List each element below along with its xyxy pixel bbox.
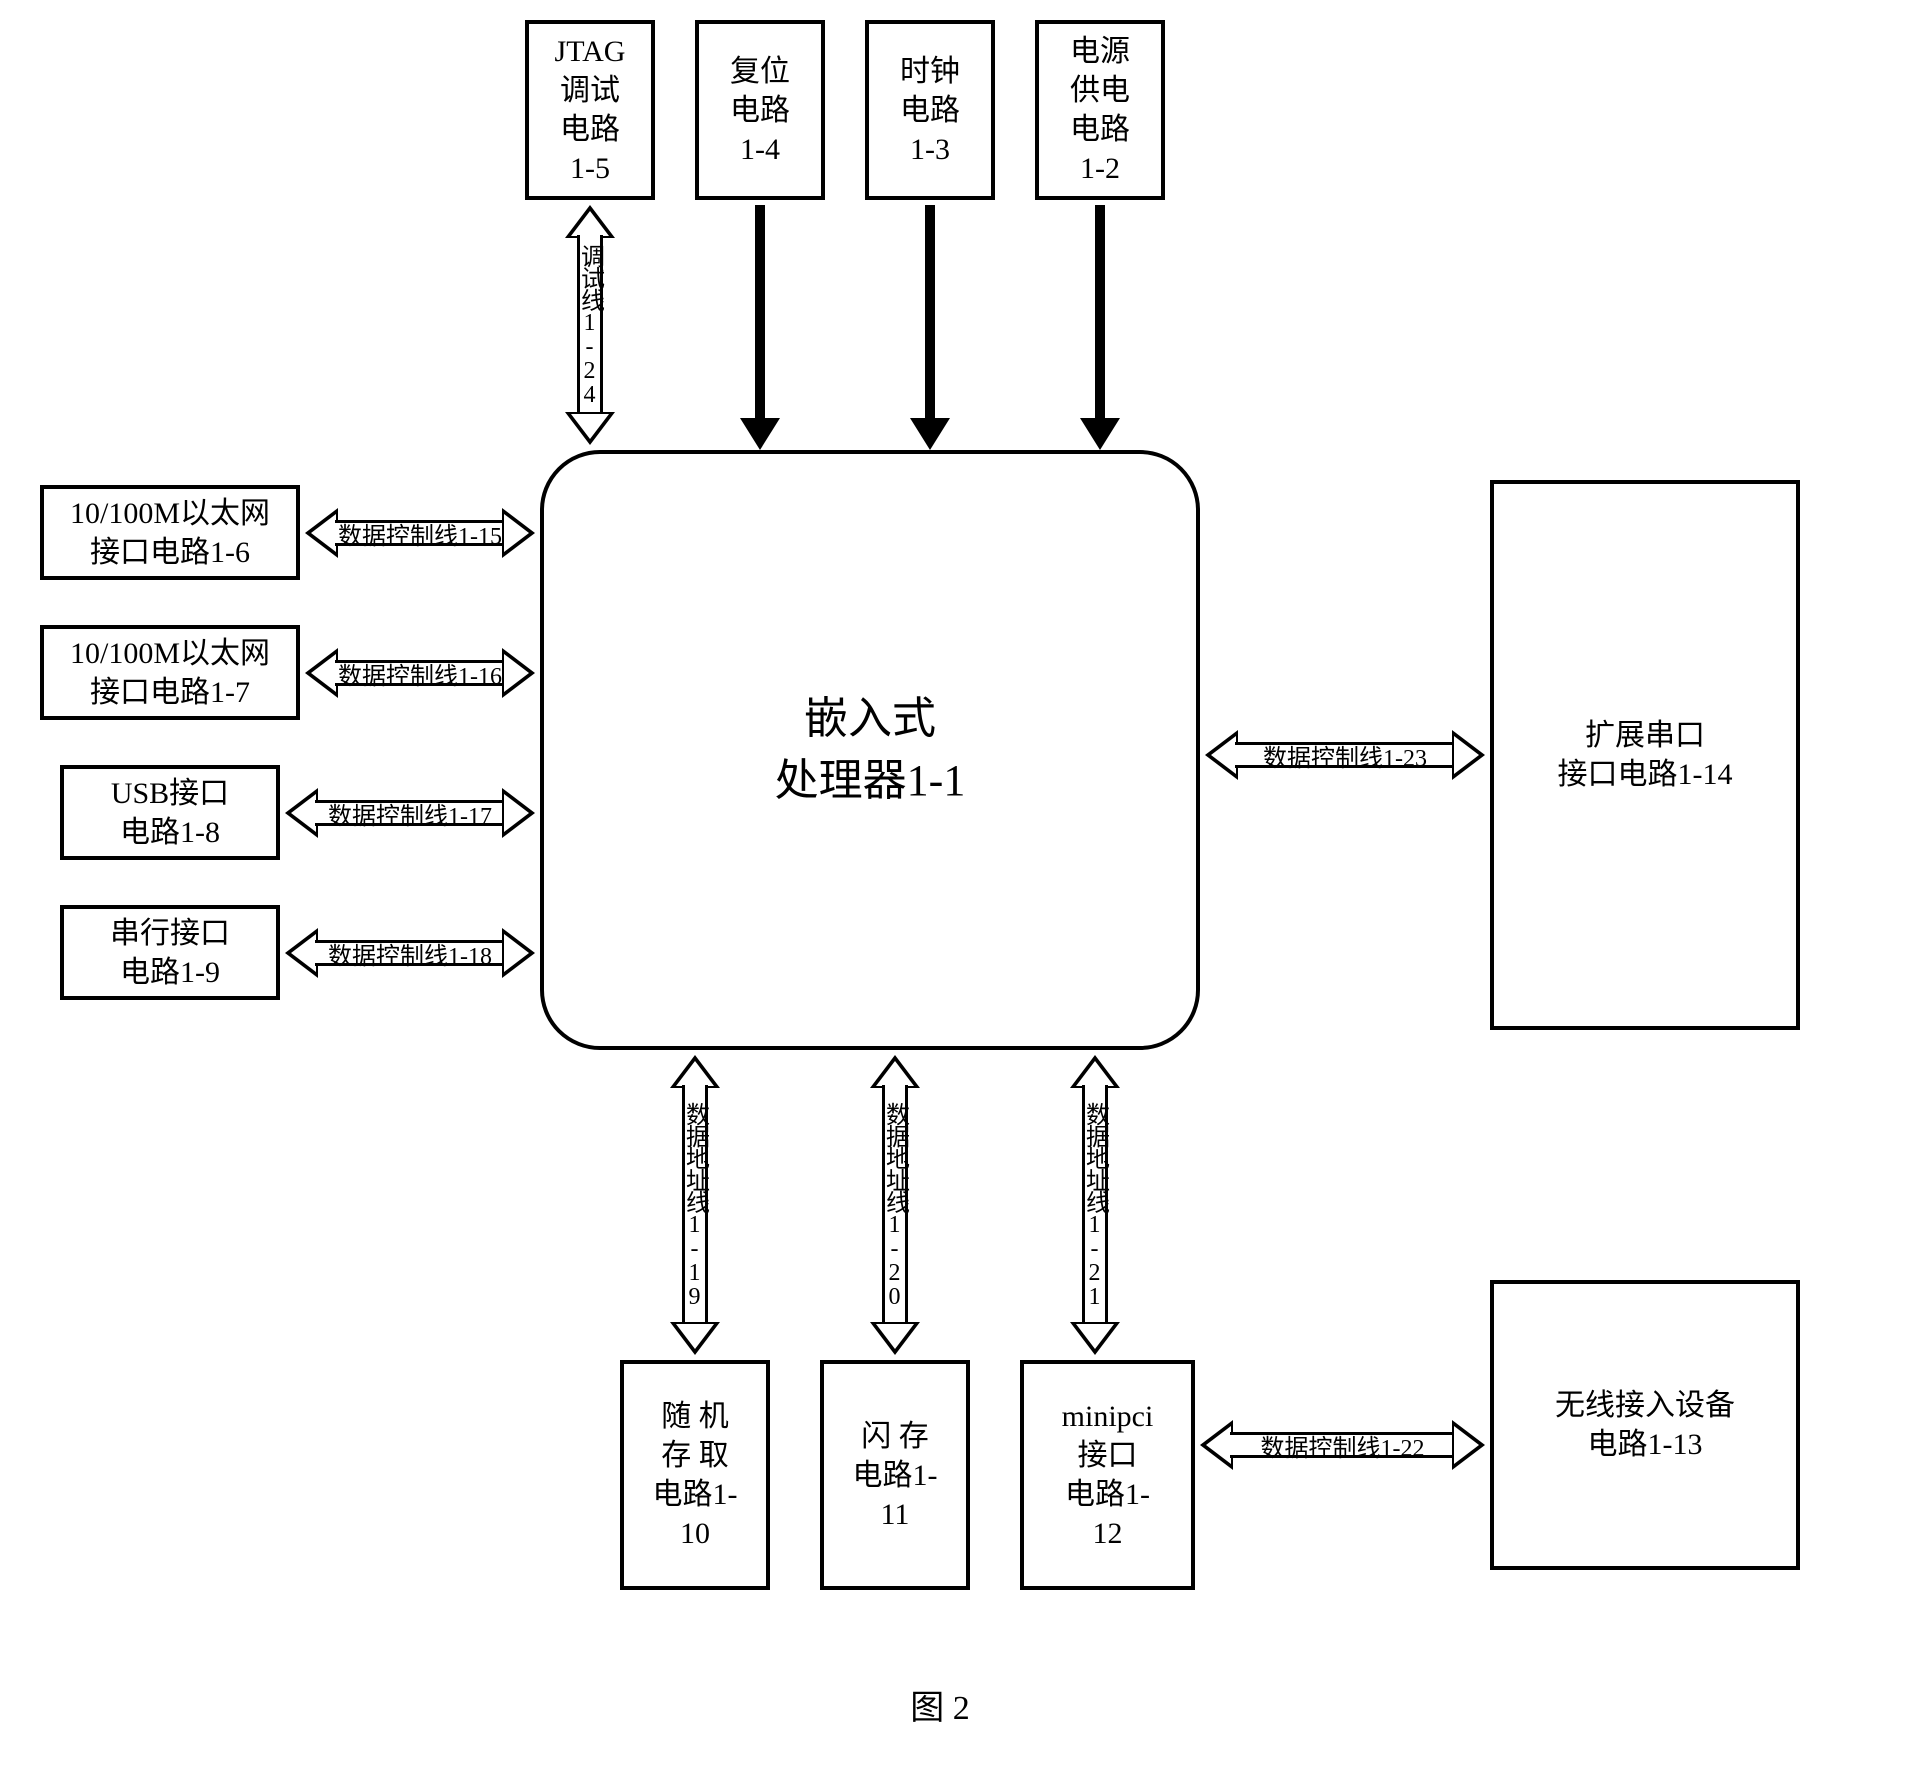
block-diagram: 嵌入式 处理器1-1 JTAG 调试 电路 1-5 复位 电路 1-4 时钟 电… bbox=[20, 20, 1890, 1770]
conn-label: 数据控制线1-22 bbox=[1261, 1428, 1425, 1463]
top-conn-clock bbox=[925, 205, 935, 420]
top-block-power: 电源 供电 电路 1-2 bbox=[1035, 20, 1165, 200]
left-conn-1: 数据控制线1-15 bbox=[305, 508, 535, 558]
conn-label: 数据控制线1-23 bbox=[1263, 738, 1427, 773]
left-block-label: 串行接口 电路1-9 bbox=[110, 914, 230, 992]
right-conn-1: 数据控制线1-23 bbox=[1205, 730, 1485, 780]
bottom-conn-1: 数据地址线1-19 bbox=[670, 1055, 720, 1355]
top-block-jtag: JTAG 调试 电路 1-5 bbox=[525, 20, 655, 200]
bottom-block-label: 闪 存 电路1- 11 bbox=[853, 1417, 938, 1534]
bottom-conn-3: 数据地址线1-21 bbox=[1070, 1055, 1120, 1355]
bottom-block-label: minipci 接口 电路1- 12 bbox=[1062, 1397, 1154, 1553]
top-block-clock: 时钟 电路 1-3 bbox=[865, 20, 995, 200]
conn-label: 数据控制线1-16 bbox=[338, 656, 502, 691]
conn-label: 数据地址线1-21 bbox=[1078, 1102, 1113, 1308]
conn-label: 数据地址线1-19 bbox=[678, 1102, 713, 1308]
left-conn-2: 数据控制线1-16 bbox=[305, 648, 535, 698]
bottom-block-label: 随 机 存 取 电路1- 10 bbox=[653, 1397, 738, 1553]
top-conn-debug: 调试线1-24 bbox=[565, 205, 615, 445]
top-block-label: 时钟 电路 1-3 bbox=[900, 52, 960, 169]
right-conn-2: 数据控制线1-22 bbox=[1200, 1420, 1485, 1470]
center-label: 嵌入式 处理器1-1 bbox=[775, 688, 966, 811]
conn-label: 调试线1-24 bbox=[573, 244, 608, 406]
left-block-eth2: 10/100M以太网 接口电路1-7 bbox=[40, 625, 300, 720]
conn-label: 数据控制线1-15 bbox=[338, 516, 502, 551]
left-block-serial: 串行接口 电路1-9 bbox=[60, 905, 280, 1000]
left-block-label: 10/100M以太网 接口电路1-7 bbox=[70, 634, 270, 712]
top-block-label: 电源 供电 电路 1-2 bbox=[1070, 32, 1130, 188]
left-conn-4: 数据控制线1-18 bbox=[285, 928, 535, 978]
top-block-label: JTAG 调试 电路 1-5 bbox=[555, 32, 626, 188]
left-block-usb: USB接口 电路1-8 bbox=[60, 765, 280, 860]
conn-label: 数据地址线1-20 bbox=[878, 1102, 913, 1308]
bottom-block-ram: 随 机 存 取 电路1- 10 bbox=[620, 1360, 770, 1590]
right-block-wireless: 无线接入设备 电路1-13 bbox=[1490, 1280, 1800, 1570]
center-processor: 嵌入式 处理器1-1 bbox=[540, 450, 1200, 1050]
right-block-label: 无线接入设备 电路1-13 bbox=[1555, 1386, 1735, 1464]
bottom-block-flash: 闪 存 电路1- 11 bbox=[820, 1360, 970, 1590]
top-block-label: 复位 电路 1-4 bbox=[730, 52, 790, 169]
left-block-label: USB接口 电路1-8 bbox=[111, 774, 229, 852]
conn-label: 数据控制线1-18 bbox=[328, 936, 492, 971]
left-block-eth1: 10/100M以太网 接口电路1-6 bbox=[40, 485, 300, 580]
right-block-ext-serial: 扩展串口 接口电路1-14 bbox=[1490, 480, 1800, 1030]
figure-caption: 图 2 bbox=[890, 1680, 990, 1729]
left-block-label: 10/100M以太网 接口电路1-6 bbox=[70, 494, 270, 572]
conn-label: 数据控制线1-17 bbox=[328, 796, 492, 831]
top-conn-power bbox=[1095, 205, 1105, 420]
right-block-label: 扩展串口 接口电路1-14 bbox=[1558, 716, 1733, 794]
top-block-reset: 复位 电路 1-4 bbox=[695, 20, 825, 200]
top-conn-reset bbox=[755, 205, 765, 420]
bottom-block-minipci: minipci 接口 电路1- 12 bbox=[1020, 1360, 1195, 1590]
left-conn-3: 数据控制线1-17 bbox=[285, 788, 535, 838]
bottom-conn-2: 数据地址线1-20 bbox=[870, 1055, 920, 1355]
